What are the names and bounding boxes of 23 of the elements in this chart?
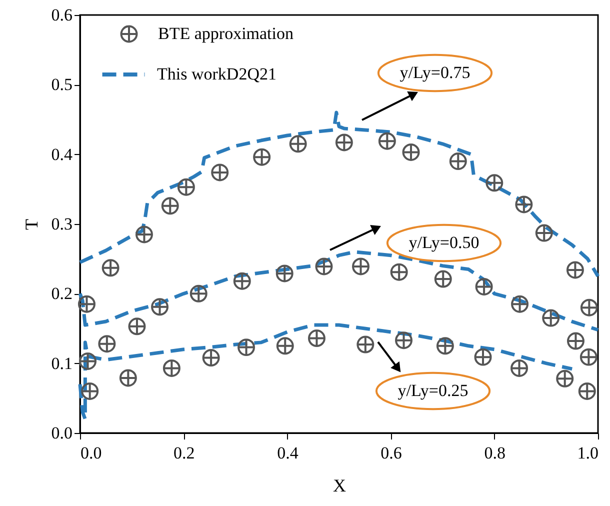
annotation: y/Ly=0.25 bbox=[398, 381, 468, 400]
y-tick-label: 0.5 bbox=[51, 75, 72, 94]
y-tick-label: 0.6 bbox=[51, 6, 72, 24]
y-axis-title: T bbox=[21, 219, 42, 230]
legend-label: This workD2Q21 bbox=[157, 64, 276, 84]
annotation: y/Ly=0.75 bbox=[400, 63, 470, 82]
y-tick-label: 0.2 bbox=[51, 284, 72, 304]
y-tick-label: 0.0 bbox=[51, 424, 72, 442]
x-tick-label: 1.0 bbox=[577, 444, 598, 462]
y-tick-label: 0.4 bbox=[51, 144, 73, 164]
x-tick-label: 0.2 bbox=[173, 444, 195, 462]
x-axis-title: X bbox=[333, 476, 346, 496]
legend-label: BTE approximation bbox=[158, 24, 294, 43]
line-series bbox=[78, 250, 600, 332]
y-tick-label: 0.3 bbox=[51, 214, 72, 234]
line-series bbox=[78, 110, 600, 278]
x-tick-label: 0.0 bbox=[80, 444, 102, 462]
x-tick-label: 0.6 bbox=[380, 444, 402, 462]
line-series bbox=[78, 323, 574, 421]
y-tick-label: 0.1 bbox=[51, 354, 72, 373]
x-tick-label: 0.4 bbox=[277, 444, 299, 462]
x-tick-label: 0.8 bbox=[484, 444, 506, 462]
annotation: y/Ly=0.50 bbox=[408, 233, 480, 252]
